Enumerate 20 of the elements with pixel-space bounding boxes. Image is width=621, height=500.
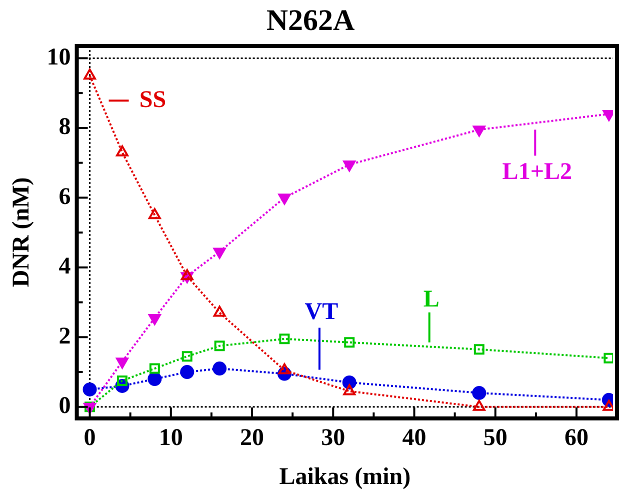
x-tick-label: 60: [564, 425, 588, 452]
chart-title: N262A: [265, 4, 356, 38]
series-label: L: [423, 286, 440, 313]
y-tick-label: 4: [58, 254, 71, 280]
y-tick-label: 10: [46, 44, 71, 70]
y-tick-label: 2: [58, 323, 71, 350]
legend-label: SS: [139, 86, 166, 113]
y-axis-title: DNR (nM): [8, 177, 35, 288]
x-tick-label: 10: [158, 425, 183, 452]
y-tick-label: 6: [58, 184, 71, 210]
x-tick-label: 30: [321, 425, 346, 452]
series-label: L1+L2: [502, 158, 572, 185]
x-tick-label: 0: [84, 425, 96, 452]
x-tick-label: 40: [402, 425, 426, 452]
x-axis-title: Laikas (min): [279, 464, 411, 490]
x-tick-label: 50: [483, 425, 508, 452]
y-tick-label: 8: [58, 114, 71, 140]
x-tick-label: 20: [240, 425, 264, 452]
series-label: VT: [304, 298, 338, 325]
y-tick-label: 0: [58, 393, 71, 420]
